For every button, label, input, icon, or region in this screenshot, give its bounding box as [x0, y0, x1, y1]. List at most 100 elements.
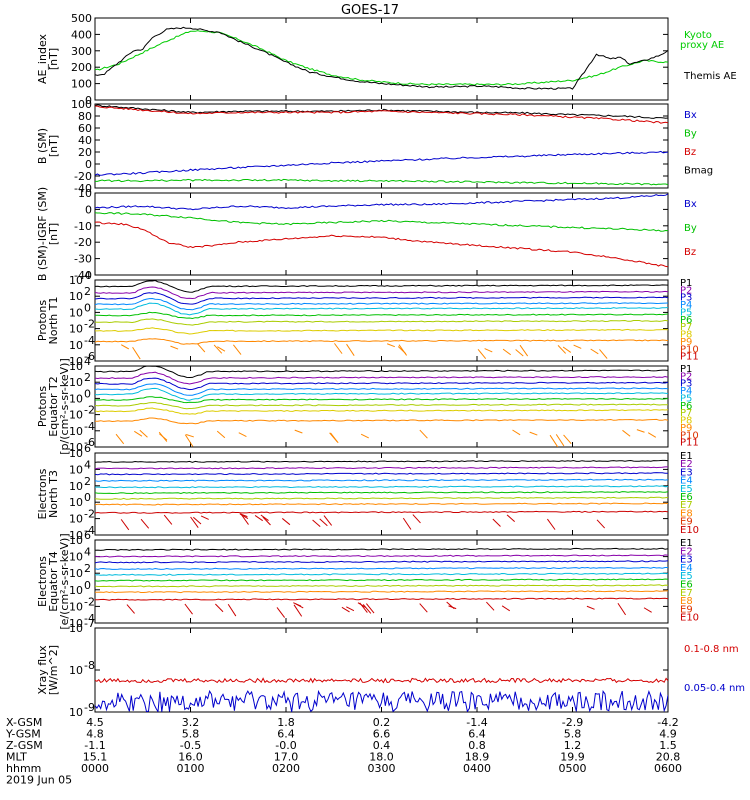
low-flux-segment — [484, 348, 493, 353]
y-tick-exponent: -6 — [84, 436, 95, 449]
y-tick-label: 10 — [69, 617, 83, 630]
channel-line — [95, 459, 668, 463]
low-flux-segment — [360, 433, 369, 439]
y-axis-label: Protons — [36, 386, 49, 427]
chart-title: GOES-17 — [341, 3, 399, 18]
y-tick-exponent: 4 — [84, 355, 91, 368]
channel-line — [95, 502, 668, 506]
low-flux-segment — [398, 344, 408, 356]
low-flux-segment — [446, 601, 455, 610]
series-line-bx — [95, 193, 668, 211]
series-line-by — [95, 178, 668, 186]
y-tick-label: 10 — [78, 187, 92, 200]
y-tick-label: 10 — [69, 339, 83, 352]
low-flux-segment — [132, 346, 141, 360]
channel-line — [95, 491, 668, 495]
ephemeris-value: 19.9 — [560, 751, 585, 764]
ephemeris-value: 1.5 — [659, 739, 677, 752]
y-axis-label-2: Equator T2 — [47, 376, 60, 436]
low-flux-segment — [190, 516, 199, 528]
y-tick-label: 300 — [71, 45, 92, 58]
channel-line — [95, 318, 668, 326]
y-tick-label: -20 — [74, 236, 92, 249]
y-tick-label: 10 — [69, 622, 83, 635]
legend-entry: E1 — [680, 451, 693, 462]
ephemeris-row-label: hhmm — [6, 762, 41, 775]
ephemeris-row-label: Z-GSM — [6, 739, 43, 752]
low-flux-segment — [295, 603, 304, 609]
legend-entry: E5 — [680, 571, 693, 582]
plot-area — [95, 26, 668, 90]
low-flux-segment — [184, 434, 194, 447]
low-flux-segment — [120, 519, 130, 531]
legend-entry: E9 — [680, 604, 693, 615]
y-tick-label: 100 — [71, 98, 92, 111]
low-flux-segment — [319, 518, 328, 527]
series-line-kyoto-proxy-ae — [95, 30, 668, 86]
channel-line — [95, 584, 668, 588]
low-flux-segment — [529, 431, 538, 436]
legend-entry: P3 — [680, 293, 692, 304]
low-flux-segment — [200, 515, 209, 520]
ephemeris-value: -2.9 — [562, 716, 583, 729]
legend-entry: Themis AE — [683, 71, 737, 82]
ephemeris-value: -1.4 — [466, 716, 487, 729]
legend-entry: Bz — [684, 147, 696, 158]
legend-entry: E2 — [680, 459, 693, 470]
y-tick-label: 10 — [69, 706, 83, 719]
legend-entry: E4 — [680, 476, 693, 487]
low-flux-segment — [519, 344, 529, 357]
y-tick-label: 10 — [69, 355, 83, 368]
y-tick-label: -40 — [74, 182, 92, 195]
ephemeris-value: 0000 — [81, 762, 109, 775]
channel-line — [95, 510, 668, 514]
y-tick-exponent: 6 — [84, 442, 91, 455]
legend-entry: P9 — [680, 337, 692, 348]
low-flux-segment — [262, 516, 271, 526]
low-flux-segment — [346, 606, 355, 612]
low-flux-segment — [359, 602, 368, 613]
y-tick-label: 10 — [69, 480, 83, 493]
panel-frame — [94, 365, 669, 448]
legend-entry: E10 — [680, 525, 699, 536]
y-tick-label: -20 — [74, 170, 92, 183]
channel-line — [95, 407, 668, 415]
y-tick-exponent: 4 — [84, 546, 91, 559]
y-axis-label-2: North T1 — [47, 297, 60, 345]
low-flux-segment — [276, 607, 286, 618]
date-label: 2019 Jun 05 — [6, 774, 72, 787]
low-flux-segment — [346, 343, 355, 356]
ephemeris-value: -1.1 — [84, 739, 105, 752]
series-line-by — [95, 212, 668, 232]
ephemeris-value: 18.9 — [465, 751, 490, 764]
legend-entry: P8 — [680, 416, 692, 427]
channel-line — [95, 338, 668, 345]
low-flux-segment — [217, 346, 226, 352]
channel-line — [95, 417, 668, 425]
y-tick-label: 10 — [69, 376, 83, 389]
low-flux-segment — [419, 429, 428, 439]
legend-entry: Bz — [684, 247, 696, 258]
channel-line — [95, 366, 668, 379]
plot-area — [95, 677, 668, 712]
low-flux-segment — [312, 519, 321, 527]
low-flux-segment — [163, 514, 173, 525]
y-tick-label: 0 — [85, 203, 92, 216]
legend-entry: P5 — [680, 307, 692, 318]
y-axis-unit: [e/(cm²-s-sr-keV)] — [58, 533, 71, 629]
channel-line — [95, 297, 668, 311]
low-flux-segment — [617, 603, 626, 616]
legend-entry: E7 — [680, 588, 693, 599]
channel-line — [95, 578, 668, 582]
y-tick-label: 10 — [69, 306, 83, 319]
ephemeris-value: 0.8 — [468, 739, 486, 752]
low-flux-segment — [254, 515, 263, 522]
low-flux-segment — [260, 514, 269, 521]
low-flux-segment — [506, 514, 515, 523]
low-flux-segment — [139, 429, 148, 438]
channel-line — [95, 383, 668, 396]
